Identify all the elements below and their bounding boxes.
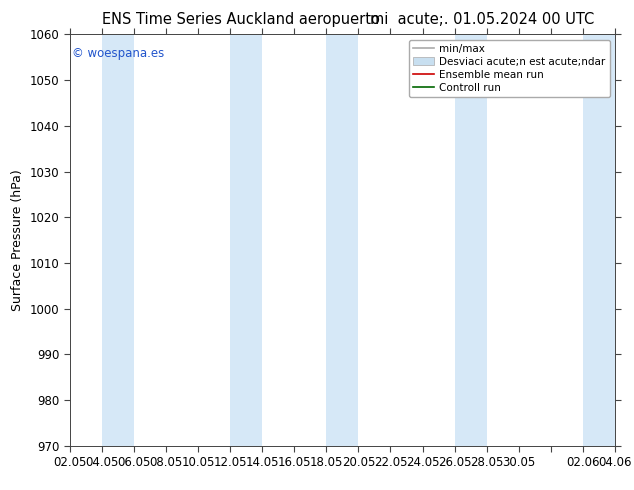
Text: mi  acute;. 01.05.2024 00 UTC: mi acute;. 01.05.2024 00 UTC bbox=[370, 12, 594, 27]
Bar bbox=[455, 34, 487, 446]
Y-axis label: Surface Pressure (hPa): Surface Pressure (hPa) bbox=[11, 169, 24, 311]
Bar bbox=[230, 34, 262, 446]
Bar bbox=[583, 34, 615, 446]
Legend: min/max, Desviaci acute;n est acute;ndar, Ensemble mean run, Controll run: min/max, Desviaci acute;n est acute;ndar… bbox=[409, 40, 610, 97]
Bar bbox=[102, 34, 134, 446]
Bar bbox=[327, 34, 358, 446]
Text: ENS Time Series Auckland aeropuerto: ENS Time Series Auckland aeropuerto bbox=[102, 12, 380, 27]
Text: © woespana.es: © woespana.es bbox=[72, 47, 165, 60]
